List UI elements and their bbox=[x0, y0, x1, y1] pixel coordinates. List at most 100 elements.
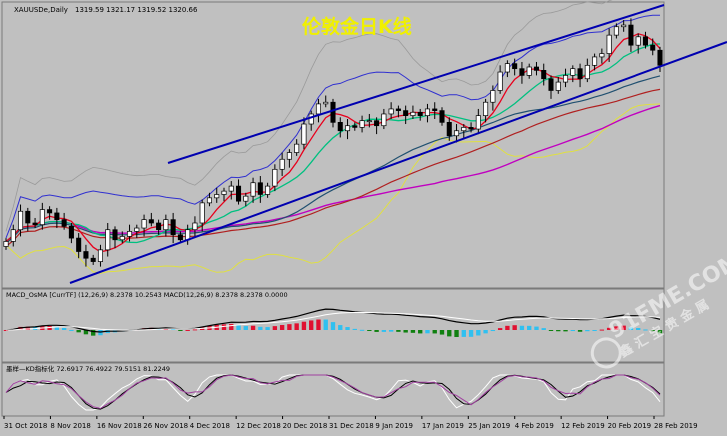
x-tick-label: 8 Nov 2018 bbox=[50, 422, 90, 430]
macd-bar bbox=[279, 325, 285, 330]
candle-body bbox=[25, 210, 31, 224]
kd-panel bbox=[1, 362, 665, 417]
candle-body bbox=[570, 68, 576, 76]
macd-bar bbox=[439, 330, 445, 335]
macd-bar bbox=[388, 330, 394, 332]
candle-body bbox=[548, 78, 554, 91]
candle-body bbox=[119, 236, 125, 241]
candle-body bbox=[483, 101, 489, 116]
candle-body bbox=[301, 123, 307, 145]
outer-band-line bbox=[5, 0, 613, 232]
signal-line bbox=[5, 311, 661, 331]
macd-bar bbox=[309, 320, 314, 330]
macd-bar bbox=[621, 325, 626, 330]
candle-body bbox=[163, 219, 169, 231]
candle-body bbox=[134, 227, 140, 232]
macd-bar bbox=[316, 319, 321, 330]
candle-body bbox=[563, 75, 569, 83]
channel-lower-line bbox=[69, 41, 727, 284]
macd-bar bbox=[592, 330, 597, 331]
candle-body bbox=[214, 194, 220, 199]
candle-body bbox=[177, 234, 183, 241]
candle-body bbox=[330, 101, 336, 123]
macd-bar bbox=[3, 330, 9, 331]
candle-body bbox=[345, 125, 351, 132]
macd-bar bbox=[483, 330, 488, 334]
candle-body bbox=[315, 103, 321, 115]
macd-bar bbox=[243, 326, 248, 330]
kd-k-line bbox=[5, 374, 661, 411]
macd-bar bbox=[599, 329, 605, 331]
candle-body bbox=[475, 115, 481, 130]
macd-histogram bbox=[3, 319, 663, 337]
candle-body bbox=[272, 168, 278, 187]
x-tick-label: 25 Jan 2019 bbox=[468, 422, 510, 430]
candle-body bbox=[410, 111, 416, 116]
macd-bar bbox=[410, 330, 416, 333]
macd-bar bbox=[418, 330, 423, 334]
macd-bar bbox=[454, 330, 459, 337]
x-axis: 31 Oct 2018 8 Nov 2018 16 Nov 2018 26 Nov 2… bbox=[3, 416, 698, 430]
macd-bar bbox=[541, 328, 546, 330]
candle-body bbox=[504, 63, 510, 73]
candle-body bbox=[519, 68, 525, 76]
macd-bar bbox=[606, 327, 612, 330]
candle-body bbox=[83, 251, 89, 259]
watermark-logo-icon bbox=[590, 337, 622, 369]
candle-body bbox=[541, 70, 547, 80]
candle-body bbox=[555, 81, 561, 91]
candle-body bbox=[446, 122, 452, 137]
macd-bar bbox=[301, 321, 307, 330]
macd-bar bbox=[585, 330, 590, 332]
macd-bar bbox=[505, 325, 510, 330]
candle-body bbox=[250, 182, 256, 197]
macd-bar bbox=[76, 330, 81, 333]
macd-bar bbox=[258, 326, 263, 330]
candle-body bbox=[68, 226, 74, 239]
candle-body bbox=[308, 113, 314, 125]
candle-body bbox=[628, 24, 634, 46]
macd-bar bbox=[577, 330, 583, 332]
macd-bar bbox=[519, 325, 525, 330]
candle-body bbox=[526, 66, 532, 76]
macd-bar bbox=[352, 328, 357, 330]
macd-bar bbox=[476, 330, 481, 336]
macd-bar bbox=[447, 330, 452, 337]
macd-bar bbox=[25, 326, 30, 330]
macd-bar bbox=[83, 330, 89, 335]
candle-body bbox=[156, 222, 162, 231]
x-tick-label: 20 Dec 2018 bbox=[283, 422, 328, 430]
x-tick-label: 12 Dec 2018 bbox=[236, 422, 281, 430]
bollinger-lower-line bbox=[5, 103, 661, 274]
macd-bar bbox=[236, 325, 241, 330]
candle-body bbox=[577, 68, 583, 80]
x-tick-label: 4 Dec 2018 bbox=[190, 422, 230, 430]
candle-body bbox=[599, 53, 605, 58]
macd-bar bbox=[178, 330, 183, 331]
macd-bar bbox=[367, 330, 372, 331]
macd-bar bbox=[69, 329, 74, 331]
macd-bar bbox=[323, 319, 328, 330]
macd-bar bbox=[403, 330, 408, 333]
macd-bar bbox=[563, 330, 568, 332]
candle-body bbox=[323, 101, 329, 105]
candle-body bbox=[388, 108, 394, 115]
macd-bar bbox=[512, 325, 517, 330]
candle-body bbox=[236, 185, 242, 202]
x-tick-label: 4 Feb 2019 bbox=[515, 422, 554, 430]
macd-bar bbox=[338, 325, 343, 330]
symbol-label: XAUUSDe,Daily bbox=[14, 6, 68, 14]
macd-bar bbox=[461, 330, 466, 337]
candle-body bbox=[403, 110, 409, 116]
candle-body bbox=[381, 113, 387, 127]
candle-body bbox=[490, 90, 496, 103]
kd-label: 墨样—KD指标化 72.6917 76.4922 79.5151 81.2249 bbox=[6, 364, 170, 373]
macd-bar bbox=[170, 328, 176, 330]
candle-body bbox=[352, 125, 358, 128]
candle-body bbox=[265, 185, 271, 195]
candle-body bbox=[286, 152, 292, 160]
candle-body bbox=[112, 229, 118, 241]
candle-body bbox=[337, 122, 343, 132]
macd-bar bbox=[330, 322, 336, 330]
candlesticks bbox=[3, 18, 663, 267]
